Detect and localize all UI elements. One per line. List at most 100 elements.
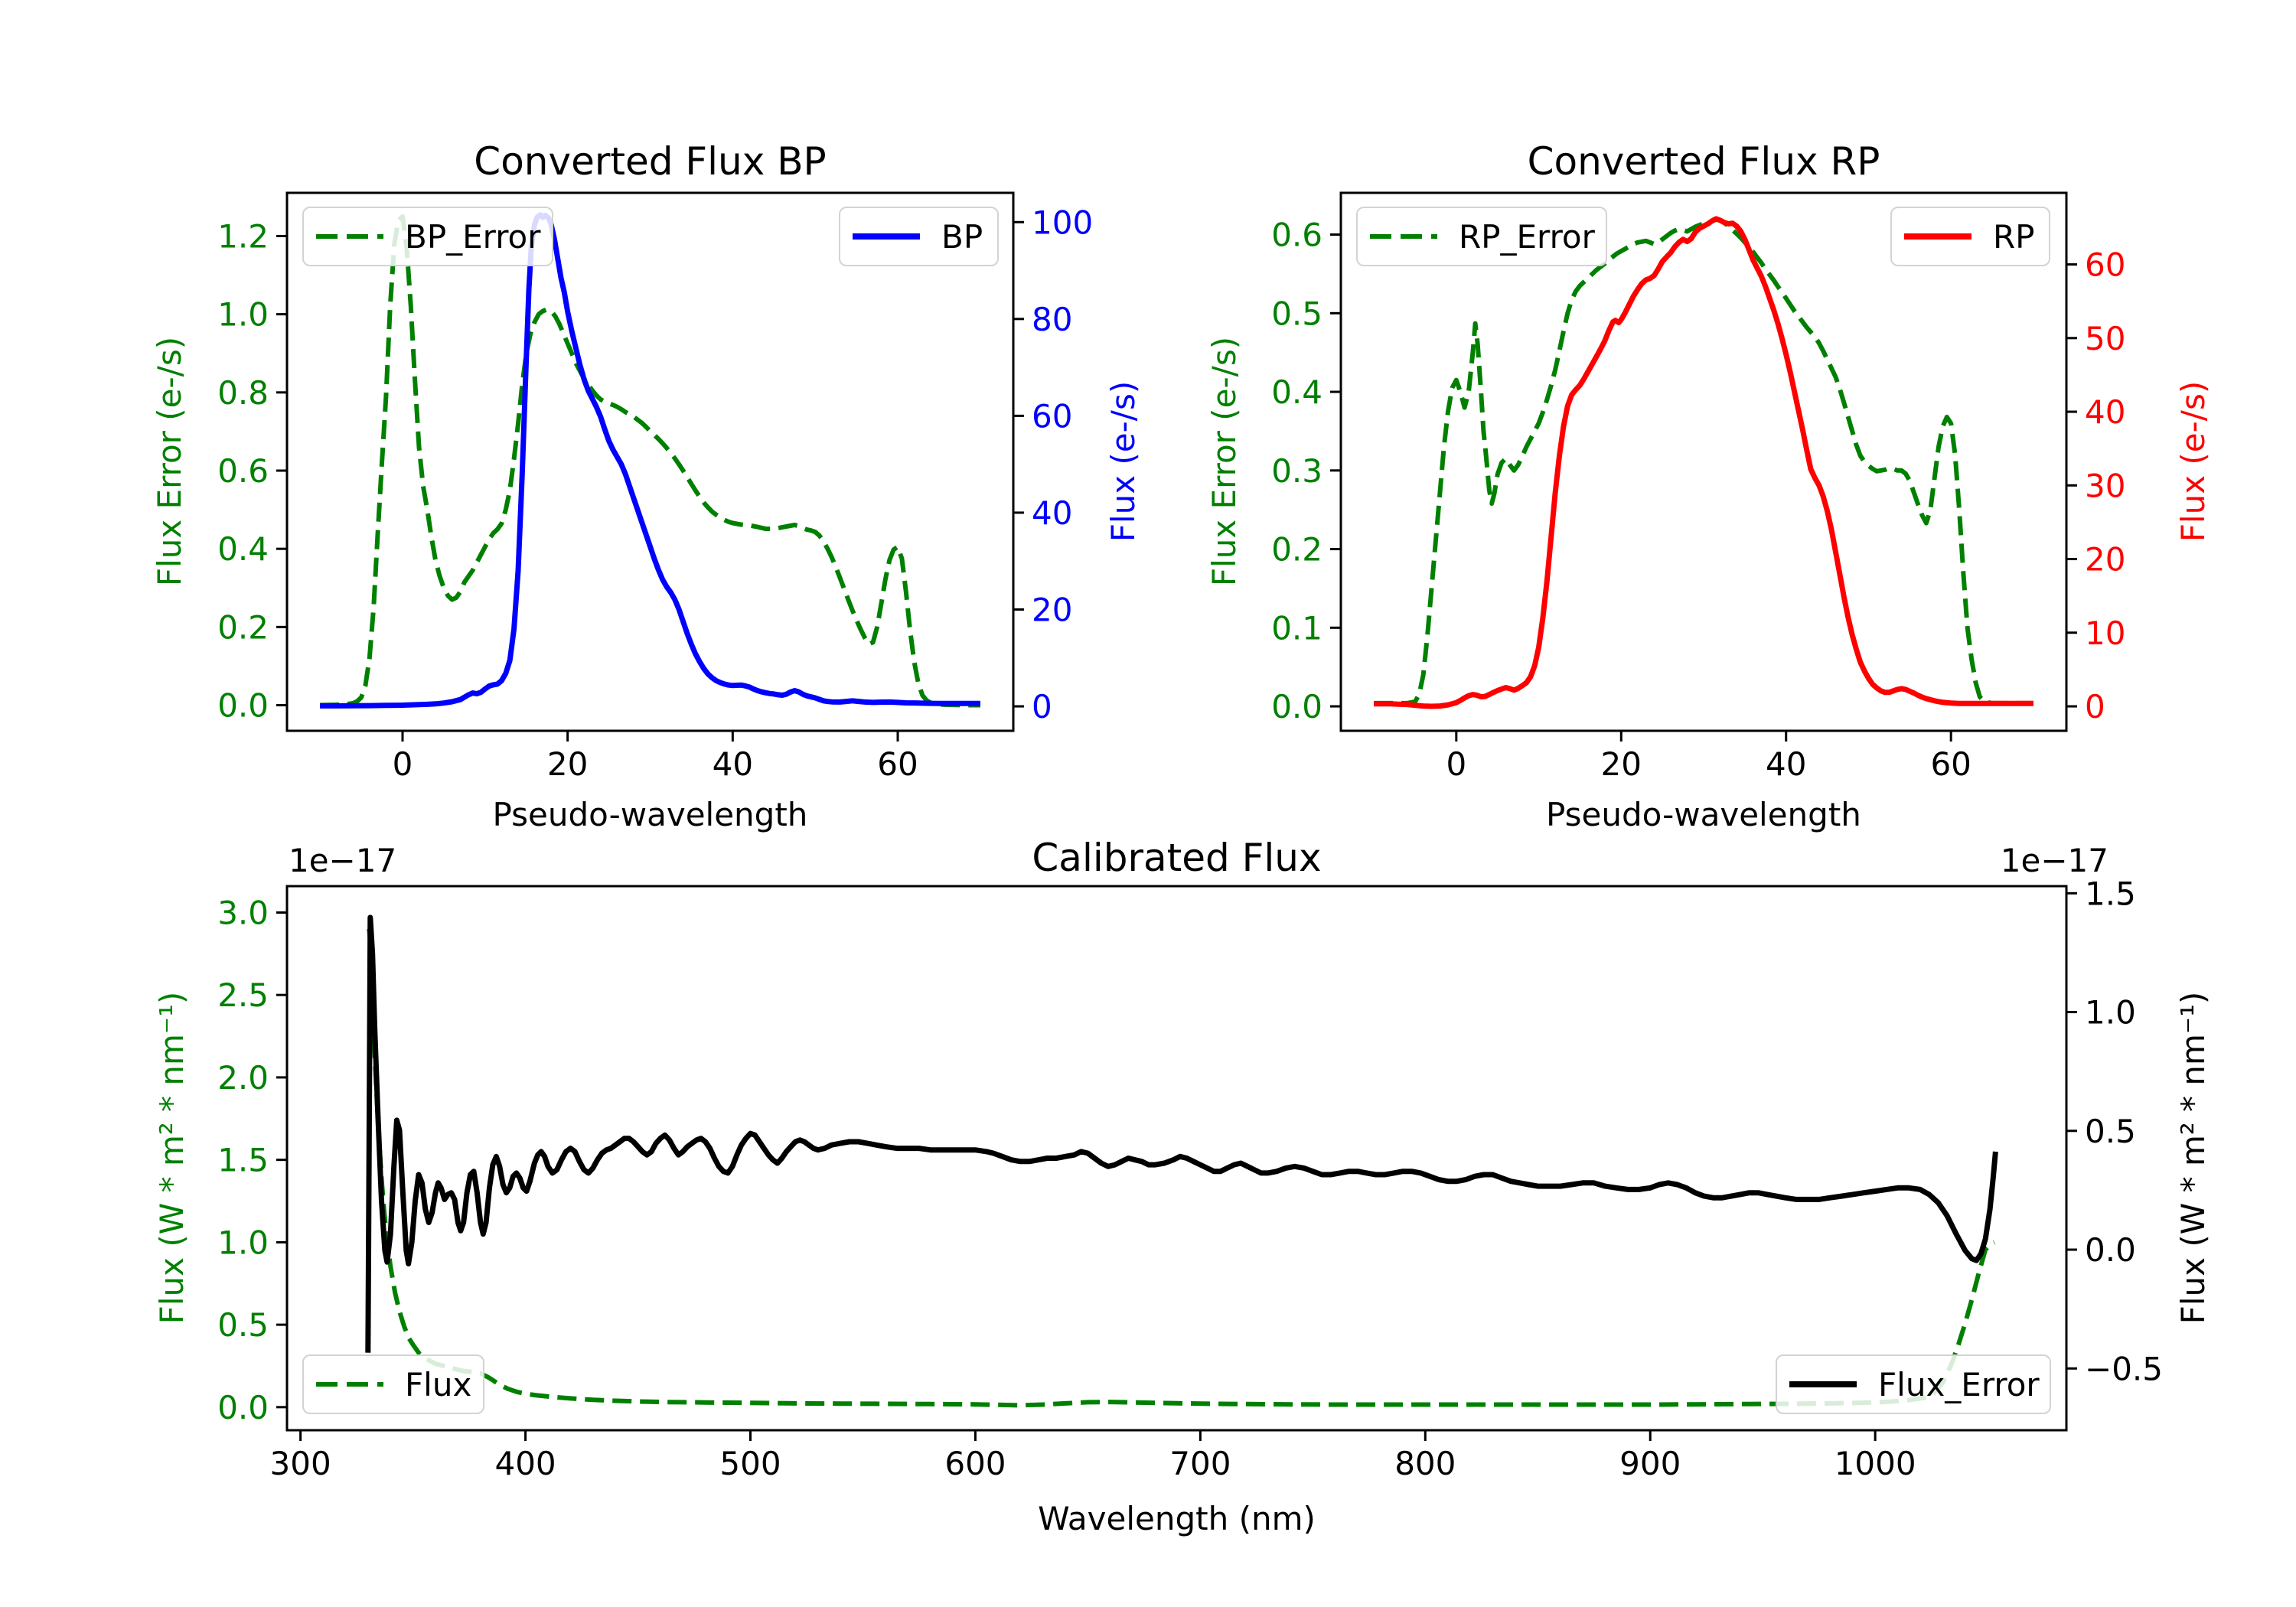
x-tick-label: 600 xyxy=(944,1445,1006,1482)
y-tick-label-right: 20 xyxy=(2085,541,2125,579)
y-tick-label-left: 0.6 xyxy=(217,452,269,490)
calibrated-right-yaxis-label: Flux (W * m² * nm⁻¹) xyxy=(2174,991,2212,1325)
y-tick-label-left: 1.5 xyxy=(217,1142,269,1179)
y-tick-label-left: 0.2 xyxy=(1271,531,1322,569)
y-tick-label-right: 0.0 xyxy=(2085,1231,2136,1269)
axes-box xyxy=(285,885,2068,1432)
x-tick-label: 900 xyxy=(1619,1445,1681,1482)
y-tick-label-left: 1.0 xyxy=(217,296,269,334)
y-tick-label-right: 1.0 xyxy=(2085,994,2136,1032)
x-tick-label: 500 xyxy=(719,1445,781,1482)
y-tick-label-right: 40 xyxy=(2085,393,2125,431)
x-tick-label: 300 xyxy=(270,1445,331,1482)
series-Flux xyxy=(365,914,1998,1353)
y-tick-label-left: 1.0 xyxy=(217,1224,269,1261)
flux-legend-sample-icon xyxy=(316,1382,383,1387)
bp-xaxis-label: Pseudo-wavelength xyxy=(492,796,808,833)
y-tick-label-left: 0.0 xyxy=(217,1389,269,1426)
y-tick-label-left: 0.3 xyxy=(1271,452,1322,490)
y-tick-label-right: 0 xyxy=(1032,688,1052,725)
y-tick-label-left: 0.4 xyxy=(1271,373,1322,411)
x-tick-label: 40 xyxy=(713,745,753,783)
calibrated-left-yaxis-label: Flux (W * m² * nm⁻¹) xyxy=(153,991,191,1325)
y-tick-label-left: 0.1 xyxy=(1271,609,1322,647)
x-tick-label: 20 xyxy=(547,745,588,783)
rp-legend: RP xyxy=(1890,207,2050,266)
rp-xaxis-label: Pseudo-wavelength xyxy=(1546,796,1861,833)
calibrated-xaxis-label: Wavelength (nm) xyxy=(1038,1500,1316,1537)
y-tick-label-right: 50 xyxy=(2085,320,2125,357)
x-tick-label: 1000 xyxy=(1835,1445,1916,1482)
y-tick-label-left: 0.5 xyxy=(1271,295,1322,332)
x-tick-label: 800 xyxy=(1394,1445,1456,1482)
y-tick-label-right: −0.5 xyxy=(2085,1350,2163,1387)
rp-error-legend-label: RP_Error xyxy=(1459,217,1595,256)
bp-legend-label: BP xyxy=(941,217,983,256)
chart-rp: 0 20 40 60 0.0 0.1 0.2 0.3 0.4 0.5 0.6 0 10 20 30 40 50 6… xyxy=(1271,191,2125,783)
bp-error-legend: BP_Error xyxy=(302,207,553,266)
series-Flux_Error xyxy=(367,928,1996,1408)
bp-error-legend-sample-icon xyxy=(316,234,383,239)
y-tick-label-left: 2.5 xyxy=(217,976,269,1014)
flux-error-legend-label: Flux_Error xyxy=(1878,1365,2040,1403)
rp-legend-sample-icon xyxy=(1904,233,1971,240)
right-axis-offset-text: 1e−17 xyxy=(2000,842,2108,879)
left-axis-offset-text: 1e−17 xyxy=(289,842,397,879)
bp-left-yaxis-label: Flux Error (e-/s) xyxy=(151,336,188,587)
y-tick-label-right: 60 xyxy=(1032,397,1072,435)
y-tick-label-left: 0.5 xyxy=(217,1306,269,1344)
x-tick-label: 0 xyxy=(1446,745,1466,783)
bp-legend: BP xyxy=(839,207,999,266)
y-tick-label-right: 40 xyxy=(1032,494,1072,532)
series-BP_Error xyxy=(320,214,980,708)
y-tick-label-left: 1.2 xyxy=(217,217,269,255)
y-tick-label-right: 20 xyxy=(1032,591,1072,628)
series-BP xyxy=(320,212,980,709)
y-tick-label-right: 1.5 xyxy=(2085,875,2136,912)
y-tick-label-left: 2.0 xyxy=(217,1059,269,1097)
rp-title: Converted Flux RP xyxy=(1527,139,1880,184)
bp-error-legend-label: BP_Error xyxy=(405,217,541,256)
y-tick-label-right: 10 xyxy=(2085,614,2125,652)
calibrated-title: Calibrated Flux xyxy=(1032,836,1322,880)
y-tick-label-left: 0.0 xyxy=(217,687,269,725)
chart-bp: 0 20 40 60 0.0 0.2 0.4 0.6 0.8 1.0 1.2 0 20 40 60 80 100 xyxy=(217,191,1093,783)
y-tick-label-right: 60 xyxy=(2085,246,2125,284)
x-tick-label: 0 xyxy=(393,745,413,783)
x-tick-label: 20 xyxy=(1601,745,1642,783)
rp-error-legend: RP_Error xyxy=(1356,207,1607,266)
y-tick-label-right: 80 xyxy=(1032,301,1072,338)
y-tick-label-left: 0.6 xyxy=(1271,217,1322,254)
y-tick-label-right: 0 xyxy=(2085,688,2105,725)
rp-legend-label: RP xyxy=(1993,217,2035,256)
y-tick-label-left: 0.8 xyxy=(217,374,269,412)
axes-box xyxy=(1339,191,2068,732)
x-tick-label: 60 xyxy=(1930,745,1971,783)
y-tick-label-left: 0.2 xyxy=(217,608,269,646)
bp-title: Converted Flux BP xyxy=(474,139,827,184)
y-tick-label-right: 100 xyxy=(1032,204,1093,241)
flux-legend: Flux xyxy=(302,1354,484,1414)
y-tick-label-right: 30 xyxy=(2085,467,2125,504)
rp-right-yaxis-label: Flux (e-/s) xyxy=(2174,380,2212,543)
x-tick-label: 60 xyxy=(877,745,918,783)
bp-right-yaxis-label: Flux (e-/s) xyxy=(1104,380,1142,543)
axes-box xyxy=(285,191,1015,732)
x-tick-label: 400 xyxy=(494,1445,556,1482)
x-tick-label: 700 xyxy=(1169,1445,1231,1482)
x-tick-label: 40 xyxy=(1766,745,1806,783)
flux-error-legend: Flux_Error xyxy=(1776,1354,2051,1414)
y-tick-label-left: 0.4 xyxy=(217,530,269,568)
rp-error-legend-sample-icon xyxy=(1370,234,1437,239)
flux-legend-label: Flux xyxy=(405,1365,472,1403)
y-tick-label-left: 3.0 xyxy=(217,894,269,931)
y-tick-label-left: 0.0 xyxy=(1271,688,1322,725)
series-RP xyxy=(1374,216,2033,709)
y-tick-label-right: 0.5 xyxy=(2085,1113,2136,1150)
chart-cal: 300 400 500 600 700 800 900 1000 0.0 0.5 1.0 1.5 2.0… xyxy=(217,875,2163,1482)
flux-error-legend-sample-icon xyxy=(1789,1381,1857,1387)
bp-legend-sample-icon xyxy=(853,233,920,240)
rp-left-yaxis-label: Flux Error (e-/s) xyxy=(1205,336,1243,587)
